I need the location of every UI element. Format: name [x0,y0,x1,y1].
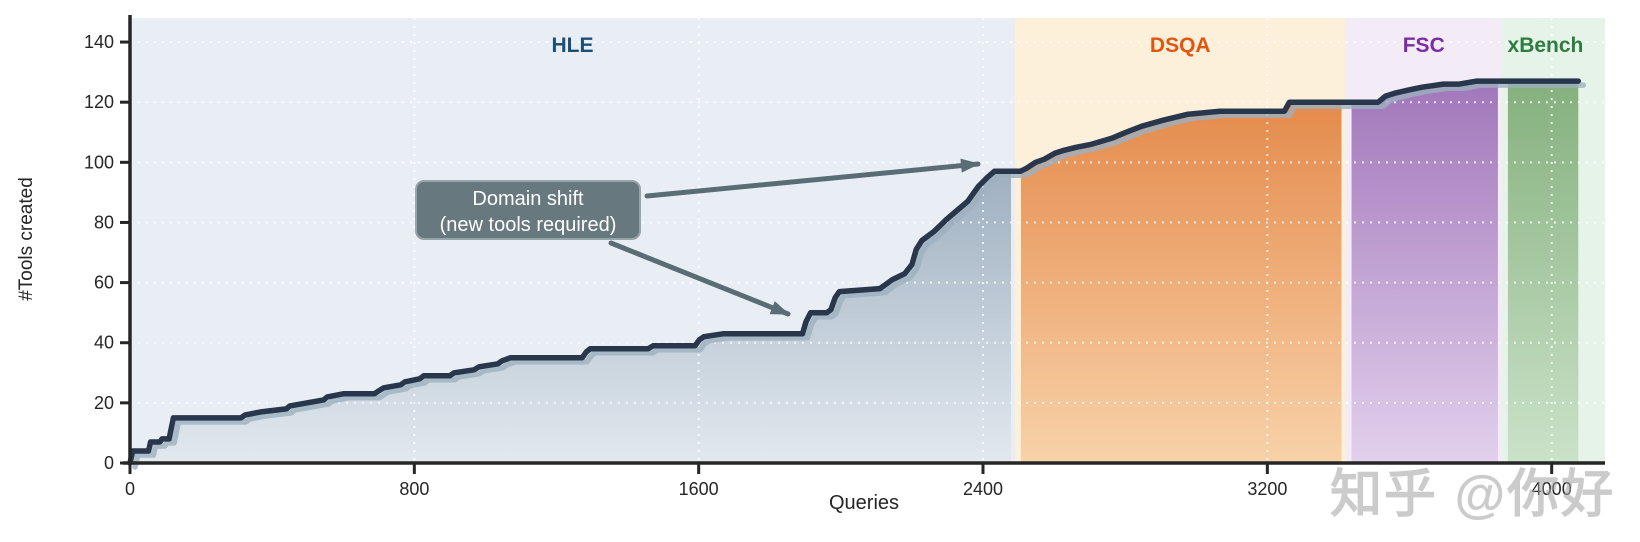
annotation-line-2: (new tools required) [439,214,617,236]
x-tick-label-3200: 3200 [1247,479,1287,499]
x-tick-label-2400: 2400 [963,479,1003,499]
y-tick-label-140: 140 [84,32,114,52]
y-tick-label-20: 20 [94,393,114,413]
region-label-dsqa: DSQA [1150,34,1211,57]
y-tick-label-0: 0 [104,453,114,473]
y-axis-label: #Tools created [16,177,37,301]
region-label-hle: HLE [552,34,594,57]
region-label-xbench: xBench [1508,34,1584,57]
curve-shadow [132,82,1587,470]
y-tick-label-60: 60 [94,273,114,293]
y-tick-label-120: 120 [84,92,114,112]
x-tick-label-4000: 4000 [1532,479,1572,499]
y-tick-label-100: 100 [84,152,114,172]
y-tick-label-80: 80 [94,212,114,232]
x-axis-label: Queries [828,492,900,514]
domain-shift-annotation: Domain shift (new tools required) [415,180,641,240]
area-fill-fsc [1351,81,1498,463]
y-tick-label-40: 40 [94,333,114,353]
area-fill-xbench [1507,81,1579,463]
arrow-to-step [608,240,791,317]
annotation-line-1: Domain shift [472,188,584,210]
area-fill-hle [130,171,1011,463]
tools-created-curve [127,78,1582,466]
watermark: 知乎 @你好 [1330,466,1616,524]
arrow-to-plateau [644,158,981,199]
area-fill-dsqa [1021,102,1342,463]
x-tick-label-800: 800 [399,479,429,499]
x-tick-label-1600: 1600 [679,479,719,499]
region-label-fsc: FSC [1403,34,1445,57]
x-tick-label-0: 0 [125,479,135,499]
